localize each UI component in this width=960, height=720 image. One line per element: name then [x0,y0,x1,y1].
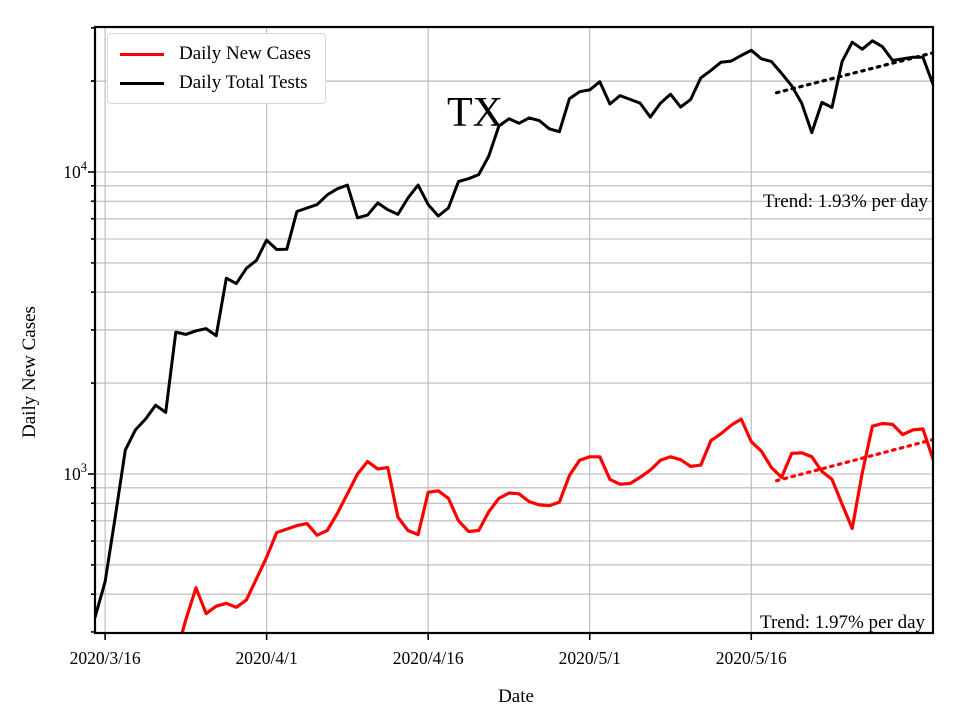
trend-annotation-cases: Trend: 1.97% per day [760,612,925,633]
x-tick-label: 2020/3/16 [70,648,141,668]
legend-label-cases: Daily New Cases [179,43,311,64]
x-tick-label: 2020/5/16 [716,648,787,668]
trend-line-cases [774,437,933,483]
legend-row-cases: Daily New Cases [120,43,311,65]
gridlines [95,27,933,633]
x-tick-label: 2020/4/16 [393,648,464,668]
tick-marks [88,27,753,640]
y-tick-label: 103 [63,461,87,484]
x-tick-label: 2020/4/1 [236,648,298,668]
legend-label-tests: Daily Total Tests [179,72,308,93]
region-annotation: TX [447,90,503,136]
y-axis-label: Daily New Cases [19,306,40,438]
series-line-tests [95,39,933,619]
x-axis-label: Date [498,686,534,707]
x-tick-label: 2020/5/1 [559,648,621,668]
legend-line-sample-tests [120,81,164,85]
legend: Daily New Cases Daily Total Tests [107,33,326,104]
trend-line-tests [774,51,933,95]
legend-line-sample-cases [120,52,164,56]
series-line-cases [180,417,933,633]
legend-row-tests: Daily Total Tests [120,72,311,94]
trend-annotation-tests: Trend: 1.93% per day [763,191,928,212]
y-tick-label: 104 [63,159,88,182]
